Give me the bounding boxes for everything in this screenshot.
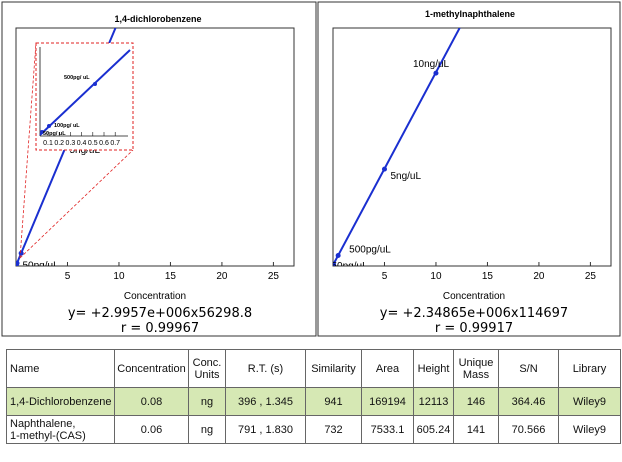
point-label-1-5: 10ng/uL bbox=[121, 18, 158, 29]
results-table: Name Concentration Conc. Units R.T. (s) … bbox=[6, 349, 621, 444]
inset-x-tick-label-0.5: 0.5 bbox=[88, 140, 98, 147]
inset-fit-line bbox=[39, 49, 131, 136]
x-tick-label-2-20: 20 bbox=[533, 271, 545, 282]
cell-name: 1,4-Dichlorobenzene bbox=[6, 387, 115, 416]
x-tick-label-2-10: 10 bbox=[430, 271, 442, 282]
chart-2-title: 1-methylnaphthalene bbox=[425, 9, 515, 19]
data-point-1-2 bbox=[16, 260, 20, 266]
x-tick-label-2-15: 15 bbox=[482, 271, 494, 282]
inset-connector-top bbox=[19, 42, 37, 259]
cell-library: Wiley9 bbox=[558, 387, 621, 416]
x-tick-label-2-25: 25 bbox=[585, 271, 597, 282]
cell-area: 169194 bbox=[361, 387, 414, 416]
cell-units: ng bbox=[188, 415, 226, 444]
header-similarity[interactable]: Similarity bbox=[305, 349, 362, 388]
cell-concentration: 0.06 bbox=[114, 415, 189, 444]
table-row[interactable]: Naphthalene, 1-methyl-(CAS) 0.06 ng 791 … bbox=[6, 415, 621, 444]
x-tick-label-2-5: 5 bbox=[382, 271, 388, 282]
cell-library: Wiley9 bbox=[558, 415, 621, 444]
inset-label-100pg: 100pg/ uL bbox=[54, 123, 80, 129]
cell-similarity: 941 bbox=[305, 387, 362, 416]
x-axis-label-1: Concentration bbox=[124, 291, 186, 302]
header-rt[interactable]: R.T. (s) bbox=[225, 349, 306, 388]
point-label-2-4: 10ng/uL bbox=[413, 59, 450, 70]
x-tick-label-1-25: 25 bbox=[268, 271, 280, 282]
inset-x-tick-label-0.6: 0.6 bbox=[99, 140, 109, 147]
x-axis-label-2: Concentration bbox=[443, 291, 505, 302]
r-value-2: r = 0.99917 bbox=[435, 321, 513, 336]
chart-1-ticks: 5 10 15 20 25 bbox=[65, 262, 280, 282]
cell-unique-mass: 141 bbox=[453, 415, 499, 444]
cell-similarity: 732 bbox=[305, 415, 362, 444]
cell-concentration: 0.08 bbox=[114, 387, 189, 416]
r-value-1: r = 0.99967 bbox=[121, 321, 199, 336]
cell-rt: 396 , 1.345 bbox=[225, 387, 306, 416]
inset-point-500pg bbox=[93, 82, 97, 86]
inset-label-500pg: 500pg/ uL bbox=[64, 75, 90, 81]
cell-area: 7533.1 bbox=[361, 415, 414, 444]
point-label-1-1: 50pg/uL bbox=[23, 260, 60, 271]
data-point-2-4 bbox=[433, 70, 439, 76]
inset-x-tick-label-0.1: 0.1 bbox=[43, 140, 53, 147]
header-conc-units[interactable]: Conc. Units bbox=[188, 349, 226, 388]
cell-height: 12113 bbox=[413, 387, 454, 416]
inset-x-tick-label-0.2: 0.2 bbox=[54, 140, 64, 147]
equation-2: y= +2.34865e+006x114697 bbox=[380, 306, 568, 321]
header-sn[interactable]: S/N bbox=[498, 349, 559, 388]
fit-line-2 bbox=[333, 28, 461, 266]
inset-x-tick-label-0.7: 0.7 bbox=[110, 140, 120, 147]
x-tick-label-1-20: 20 bbox=[216, 271, 228, 282]
header-name[interactable]: Name bbox=[6, 349, 115, 388]
data-point-2-2 bbox=[335, 252, 341, 258]
header-library[interactable]: Library bbox=[558, 349, 621, 388]
data-point-2-1 bbox=[333, 261, 337, 266]
x-tick-label-1-10: 10 bbox=[113, 271, 125, 282]
point-label-2-3: 5ng/uL bbox=[390, 171, 421, 182]
header-unique-mass[interactable]: Unique Mass bbox=[453, 349, 499, 388]
inset-point-100pg bbox=[47, 124, 51, 128]
plot-area-2 bbox=[332, 27, 612, 267]
chart-panel-2 bbox=[317, 1, 621, 337]
data-point-1-3 bbox=[18, 250, 24, 256]
calibration-charts: 1,4-dichlorobenzene Concentration y= +2.… bbox=[1, 1, 621, 337]
table-header-row: Name Concentration Conc. Units R.T. (s) … bbox=[6, 349, 621, 388]
header-area[interactable]: Area bbox=[361, 349, 414, 388]
header-height[interactable]: Height bbox=[413, 349, 454, 388]
point-label-2-1: 50pg/uL bbox=[332, 261, 369, 272]
equation-1: y= +2.9957e+006x56298.8 bbox=[68, 306, 252, 321]
x-tick-label-1-15: 15 bbox=[165, 271, 177, 282]
inset-x-tick-label-0.3: 0.3 bbox=[66, 140, 76, 147]
chart-2-ticks: 5 10 15 20 25 bbox=[382, 262, 597, 282]
inset-box bbox=[35, 42, 134, 151]
cell-sn: 364.46 bbox=[498, 387, 559, 416]
chart-1-title: 1,4-dichlorobenzene bbox=[114, 14, 201, 24]
cell-sn: 70.566 bbox=[498, 415, 559, 444]
inset-x-tick-label-0.4: 0.4 bbox=[77, 140, 87, 147]
cell-unique-mass: 146 bbox=[453, 387, 499, 416]
fit-line-1 bbox=[16, 28, 117, 266]
inset-label-50pg: 50pg/ uL bbox=[43, 131, 66, 137]
cell-name: Naphthalene, 1-methyl-(CAS) bbox=[6, 415, 115, 444]
data-point-2-3 bbox=[381, 166, 387, 172]
x-tick-label-1-5: 5 bbox=[65, 271, 71, 282]
inset-point-50pg bbox=[40, 130, 44, 134]
inset-connector-bottom bbox=[19, 149, 134, 259]
cell-units: ng bbox=[188, 387, 226, 416]
point-label-2-2: 500pg/uL bbox=[349, 244, 391, 255]
header-concentration[interactable]: Concentration bbox=[114, 349, 189, 388]
cell-height: 605.24 bbox=[413, 415, 454, 444]
plot-area-1 bbox=[15, 27, 295, 267]
cell-rt: 791 , 1.830 bbox=[225, 415, 306, 444]
table-row[interactable]: 1,4-Dichlorobenzene 0.08 ng 396 , 1.345 … bbox=[6, 387, 621, 416]
inset-ticks: 0.1 0.2 0.3 0.4 0.5 0.6 0.7 bbox=[43, 132, 120, 147]
